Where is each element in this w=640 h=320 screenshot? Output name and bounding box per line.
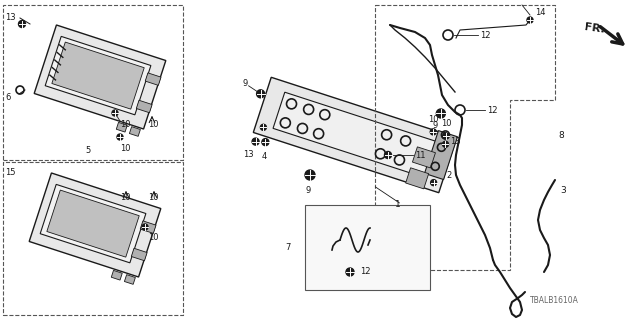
Polygon shape bbox=[253, 77, 457, 193]
Polygon shape bbox=[145, 73, 161, 85]
Polygon shape bbox=[111, 270, 122, 280]
Text: 10: 10 bbox=[440, 119, 451, 128]
Text: 5: 5 bbox=[85, 146, 90, 155]
Polygon shape bbox=[136, 100, 152, 113]
Text: 11: 11 bbox=[415, 150, 426, 159]
Circle shape bbox=[257, 90, 264, 98]
Text: 12: 12 bbox=[360, 268, 371, 276]
Polygon shape bbox=[34, 25, 166, 129]
Circle shape bbox=[385, 151, 392, 158]
Polygon shape bbox=[140, 221, 156, 233]
Text: 10: 10 bbox=[148, 233, 159, 242]
Polygon shape bbox=[40, 184, 146, 263]
Circle shape bbox=[142, 224, 148, 230]
Circle shape bbox=[443, 133, 449, 139]
Text: 9: 9 bbox=[243, 79, 248, 88]
Text: 7: 7 bbox=[285, 244, 291, 252]
Text: 13: 13 bbox=[5, 12, 15, 21]
Polygon shape bbox=[124, 275, 136, 284]
Circle shape bbox=[430, 129, 436, 135]
Text: 9: 9 bbox=[433, 121, 438, 130]
Text: 10: 10 bbox=[148, 119, 159, 129]
Circle shape bbox=[305, 170, 315, 180]
Circle shape bbox=[527, 17, 533, 23]
Text: 15: 15 bbox=[5, 167, 15, 177]
Polygon shape bbox=[29, 173, 161, 277]
Circle shape bbox=[346, 268, 354, 276]
Text: TBALB1610A: TBALB1610A bbox=[530, 296, 579, 305]
Text: 10: 10 bbox=[428, 116, 439, 124]
Polygon shape bbox=[273, 92, 437, 178]
Circle shape bbox=[431, 180, 436, 186]
Text: 13: 13 bbox=[243, 150, 254, 159]
Text: 2: 2 bbox=[446, 171, 451, 180]
Circle shape bbox=[262, 139, 269, 146]
Circle shape bbox=[436, 109, 445, 118]
Text: 1: 1 bbox=[396, 200, 401, 209]
Polygon shape bbox=[52, 42, 144, 109]
Text: 10: 10 bbox=[148, 194, 159, 203]
Text: 8: 8 bbox=[558, 131, 564, 140]
Circle shape bbox=[19, 20, 26, 28]
Polygon shape bbox=[116, 122, 127, 132]
Circle shape bbox=[442, 141, 449, 147]
Circle shape bbox=[112, 110, 118, 116]
Text: 12: 12 bbox=[480, 30, 490, 39]
Text: 3: 3 bbox=[560, 186, 566, 195]
Text: 6: 6 bbox=[5, 92, 10, 101]
Polygon shape bbox=[47, 190, 140, 257]
Polygon shape bbox=[412, 147, 435, 168]
Polygon shape bbox=[305, 205, 430, 290]
Text: 10: 10 bbox=[120, 194, 131, 203]
Polygon shape bbox=[406, 168, 429, 189]
Polygon shape bbox=[131, 248, 147, 261]
Polygon shape bbox=[45, 36, 151, 115]
Circle shape bbox=[252, 138, 259, 145]
Circle shape bbox=[117, 134, 123, 140]
Text: 12: 12 bbox=[487, 106, 497, 115]
Text: 10: 10 bbox=[120, 119, 131, 129]
Text: 10: 10 bbox=[120, 143, 131, 153]
Text: 9: 9 bbox=[305, 186, 310, 195]
Text: 14: 14 bbox=[535, 7, 545, 17]
Text: 13: 13 bbox=[451, 137, 461, 146]
Text: FR.: FR. bbox=[584, 22, 606, 34]
Polygon shape bbox=[129, 127, 140, 136]
Polygon shape bbox=[424, 131, 458, 180]
Text: 4: 4 bbox=[261, 152, 267, 161]
Circle shape bbox=[260, 124, 266, 130]
